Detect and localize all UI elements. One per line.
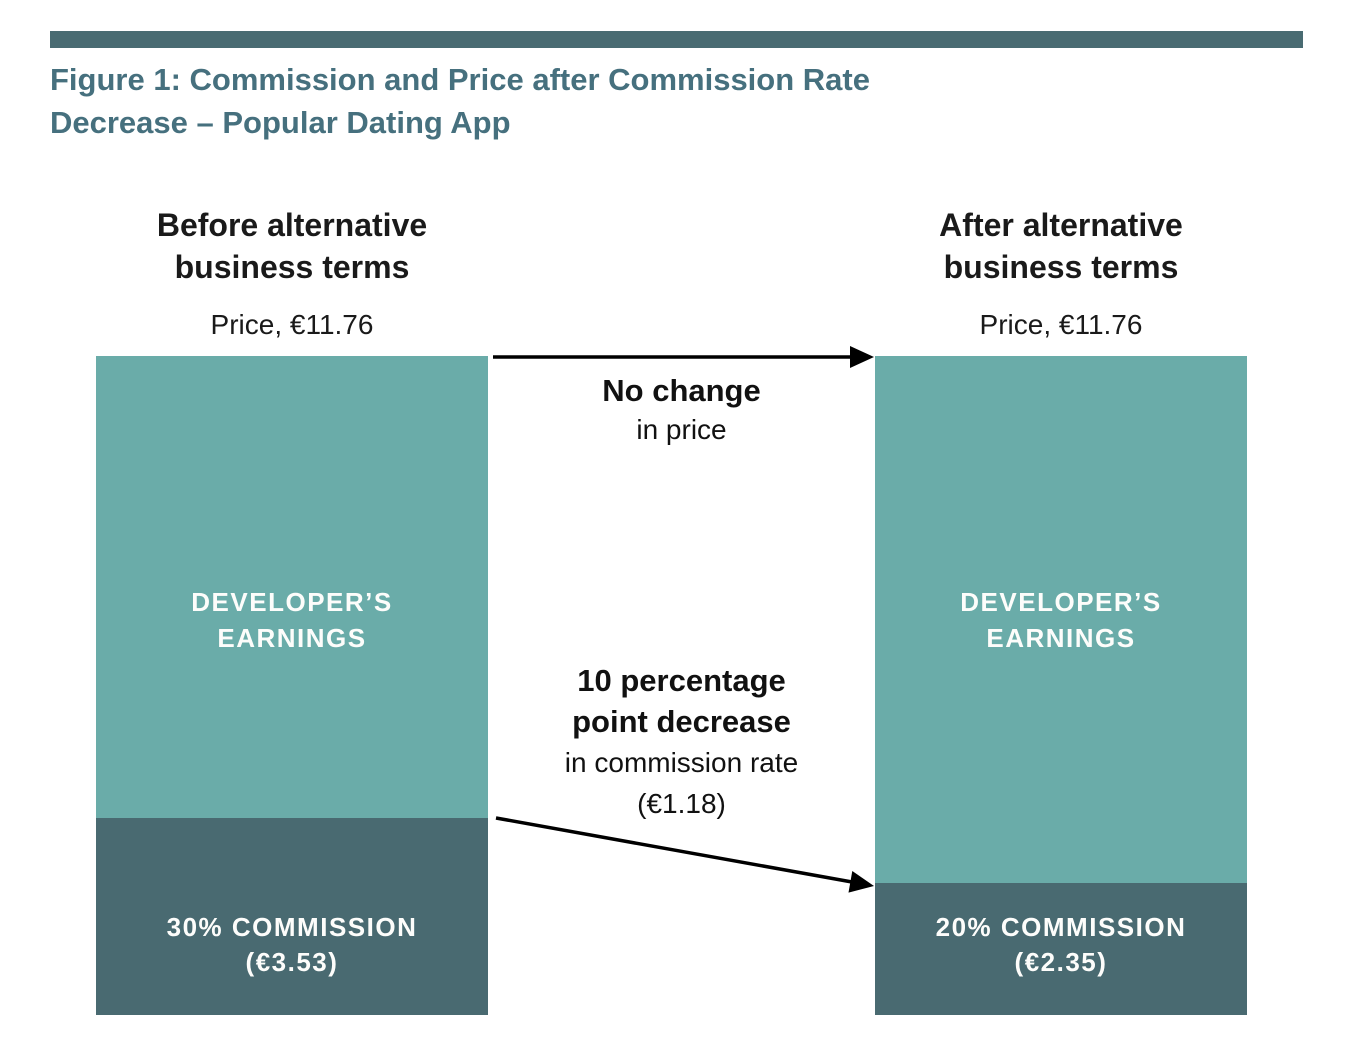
- figure-title-line1: Figure 1: Commission and Price after Com…: [50, 62, 870, 97]
- before-price-label: Price, €11.76: [210, 309, 374, 340]
- decrease-annotation: 10 percentage point decrease in commissi…: [488, 660, 875, 824]
- before-commission-label: 30% COMMISSION (€3.53): [96, 910, 488, 980]
- no-change-line2: in price: [636, 414, 727, 445]
- decrease-line3: in commission rate: [564, 747, 799, 778]
- decrease-arrow: [495, 816, 874, 893]
- before-earnings-label-line2: EARNINGS: [217, 623, 367, 653]
- before-column-header: Before alternative business terms: [96, 204, 488, 288]
- after-bar: [875, 356, 1247, 1015]
- decrease-line1: 10 percentage: [577, 663, 786, 698]
- after-earnings-label: DEVELOPER’S EARNINGS: [875, 584, 1247, 656]
- figure-title-line2: Decrease – Popular Dating App: [50, 105, 511, 140]
- before-earnings-label-line1: DEVELOPER’S: [191, 587, 393, 617]
- after-price-label: Price, €11.76: [979, 309, 1143, 340]
- after-earnings-label-line2: EARNINGS: [986, 623, 1136, 653]
- before-commission-label-line2: (€3.53): [245, 947, 339, 977]
- before-earnings-label: DEVELOPER’S EARNINGS: [96, 584, 488, 656]
- after-commission-label-line2: (€2.35): [1014, 947, 1108, 977]
- after-commission-segment: [875, 883, 1247, 1015]
- before-commission-segment: [96, 818, 488, 1015]
- after-column-header: After alternative business terms: [875, 204, 1247, 288]
- before-commission-label-line1: 30% COMMISSION: [166, 912, 418, 942]
- no-change-arrow: [493, 346, 874, 368]
- before-earnings-segment: [96, 356, 488, 818]
- after-commission-label-line1: 20% COMMISSION: [935, 912, 1187, 942]
- accent-rule: [50, 31, 1303, 48]
- decrease-line2: point decrease: [572, 704, 791, 739]
- after-commission-label: 20% COMMISSION (€2.35): [875, 910, 1247, 980]
- after-earnings-label-line1: DEVELOPER’S: [960, 587, 1162, 617]
- decrease-line4: (€1.18): [637, 788, 726, 819]
- before-header-line2: business terms: [174, 249, 410, 285]
- no-change-line1: No change: [602, 373, 761, 408]
- after-header-line2: business terms: [943, 249, 1179, 285]
- figure-title: Figure 1: Commission and Price after Com…: [50, 58, 870, 144]
- after-header-line1: After alternative: [939, 207, 1183, 243]
- before-bar: [96, 356, 488, 1015]
- no-change-annotation: No change in price: [488, 371, 875, 448]
- after-earnings-segment: [875, 356, 1247, 883]
- before-header-line1: Before alternative: [156, 207, 428, 243]
